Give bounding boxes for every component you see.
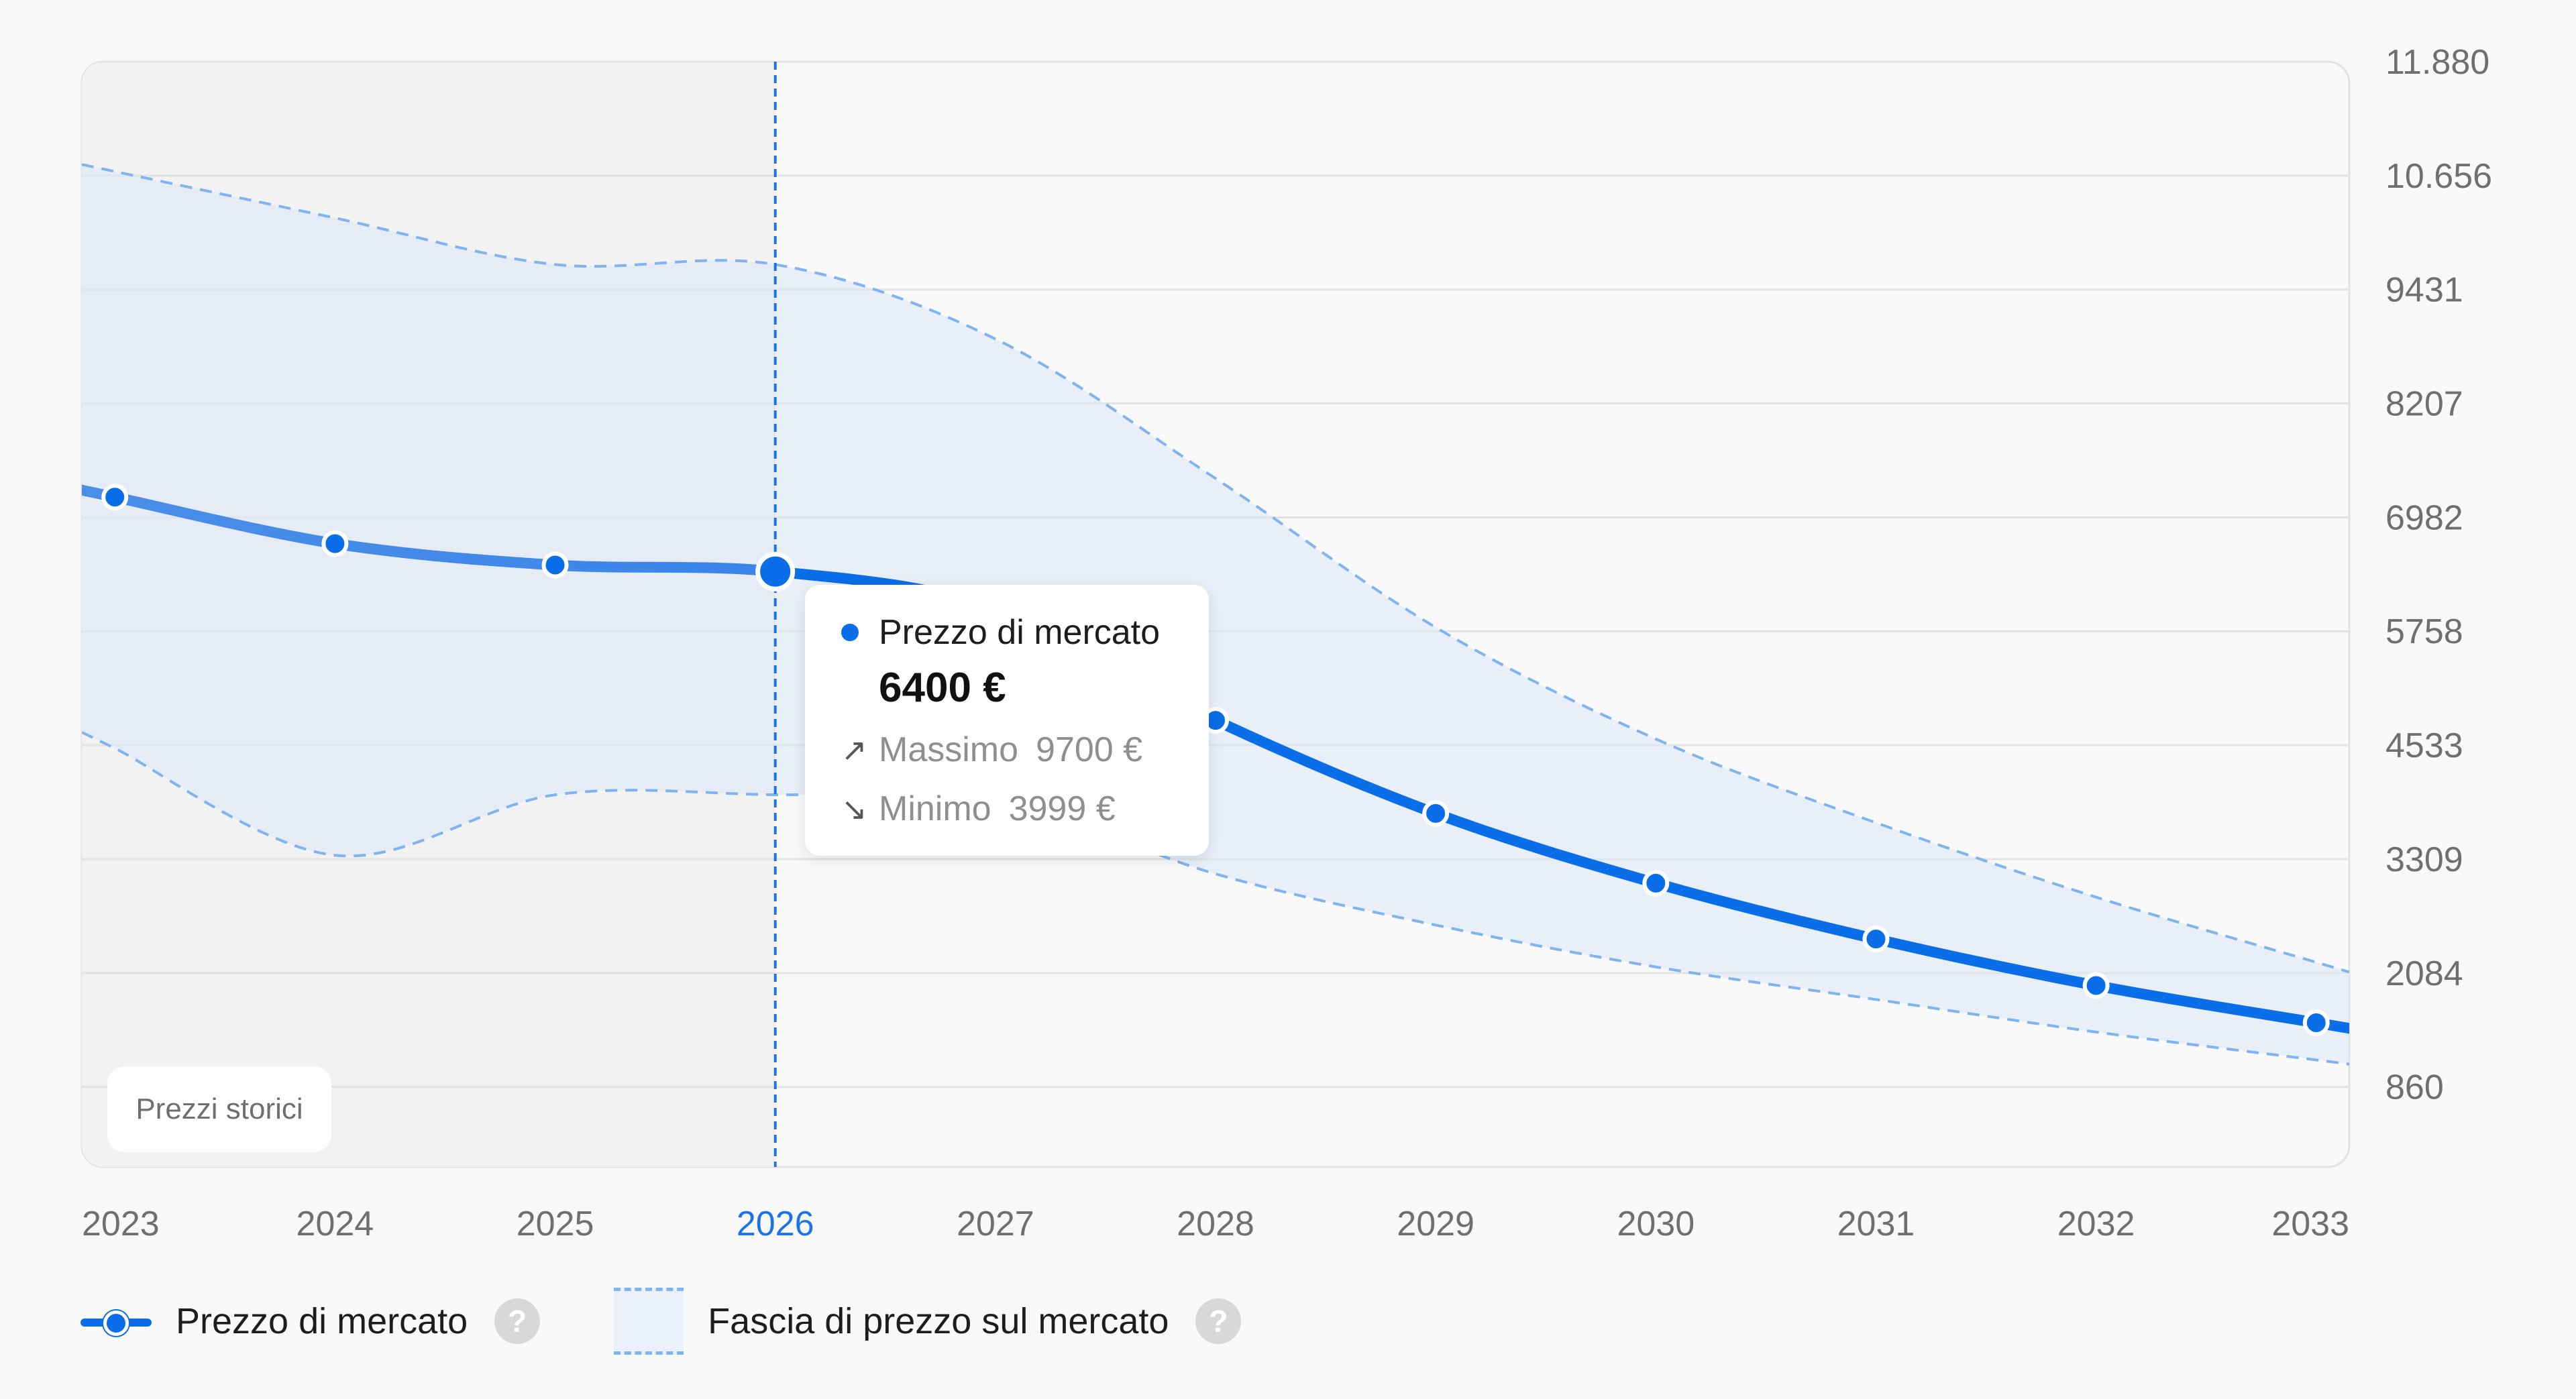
data-point[interactable] bbox=[1862, 926, 1890, 953]
help-icon[interactable]: ? bbox=[494, 1298, 541, 1344]
price-range-upper-line bbox=[82, 163, 2349, 974]
band-swatch-icon bbox=[614, 1288, 684, 1355]
historical-prices-badge: Prezzi storici bbox=[107, 1066, 331, 1152]
line-series-swatch-icon bbox=[80, 1310, 152, 1336]
tooltip-max-label: Massimo bbox=[879, 730, 1019, 769]
data-point[interactable] bbox=[2082, 972, 2110, 999]
price-range-band bbox=[82, 164, 2349, 1064]
y-tick-label: 8207 bbox=[2385, 385, 2463, 424]
y-tick-label: 4533 bbox=[2385, 726, 2463, 765]
x-tick-label: 2025 bbox=[517, 1205, 594, 1243]
arrow-down-right-icon: ↘ bbox=[841, 791, 867, 826]
chart-legend: Prezzo di mercato ? Fascia di prezzo sul… bbox=[80, 1288, 1242, 1355]
x-tick-label: 2033 bbox=[2271, 1205, 2349, 1243]
x-tick-label: 2026 bbox=[737, 1205, 814, 1243]
tooltip-min-label: Minimo bbox=[879, 789, 991, 828]
data-point[interactable] bbox=[1422, 799, 1450, 827]
x-tick-label: 2030 bbox=[1617, 1205, 1695, 1243]
tooltip-price-value: 6400 € bbox=[879, 665, 1006, 711]
x-tick-label: 2029 bbox=[1397, 1205, 1474, 1243]
legend-item-price-range[interactable]: Fascia di prezzo sul mercato ? bbox=[614, 1288, 1242, 1355]
legend-price-range-label: Fascia di prezzo sul mercato bbox=[708, 1301, 1169, 1341]
legend-item-market-price[interactable]: Prezzo di mercato ? bbox=[80, 1298, 541, 1344]
tooltip-series-row: Prezzo di mercato bbox=[841, 609, 1182, 656]
x-tick-label: 2028 bbox=[1177, 1205, 1254, 1243]
tooltip-series-name: Prezzo di mercato bbox=[879, 613, 1161, 652]
tooltip-max-row: ↗ Massimo 9700 € bbox=[841, 720, 1182, 779]
help-icon[interactable]: ? bbox=[1195, 1298, 1242, 1344]
chart-tooltip: Prezzo di mercato 6400 € ↗ Massimo 9700 … bbox=[805, 585, 1209, 856]
tooltip-min-row: ↘ Minimo 3999 € bbox=[841, 779, 1182, 838]
y-tick-label: 10.656 bbox=[2385, 157, 2492, 196]
x-tick-label: 2032 bbox=[2057, 1205, 2135, 1243]
legend-market-price-label: Prezzo di mercato bbox=[176, 1301, 468, 1341]
historical-prices-label: Prezzi storici bbox=[136, 1093, 303, 1125]
y-tick-label: 5758 bbox=[2385, 612, 2463, 651]
x-tick-label: 2031 bbox=[1837, 1205, 1915, 1243]
data-point[interactable] bbox=[321, 530, 349, 557]
data-point[interactable] bbox=[1642, 869, 1670, 897]
x-tick-label: 2024 bbox=[297, 1205, 374, 1243]
price-range-lower-line bbox=[82, 731, 2349, 1066]
x-tick-label: 2023 bbox=[82, 1205, 160, 1243]
tooltip-max-value: 9700 € bbox=[1036, 730, 1143, 769]
tooltip-min-value: 3999 € bbox=[1008, 789, 1116, 828]
data-point[interactable] bbox=[541, 551, 569, 579]
y-tick-label: 9431 bbox=[2385, 271, 2463, 310]
y-tick-label: 860 bbox=[2385, 1068, 2444, 1107]
data-point[interactable] bbox=[755, 551, 796, 592]
y-tick-label: 2084 bbox=[2385, 954, 2463, 993]
data-point[interactable] bbox=[2302, 1009, 2330, 1036]
y-tick-label: 11.880 bbox=[2385, 43, 2489, 82]
arrow-up-right-icon: ↗ bbox=[841, 732, 867, 767]
data-point[interactable] bbox=[101, 484, 129, 511]
y-tick-label: 3309 bbox=[2385, 840, 2463, 879]
y-tick-label: 6982 bbox=[2385, 498, 2463, 537]
tooltip-series-dot bbox=[841, 624, 859, 641]
x-tick-label: 2027 bbox=[957, 1205, 1034, 1243]
